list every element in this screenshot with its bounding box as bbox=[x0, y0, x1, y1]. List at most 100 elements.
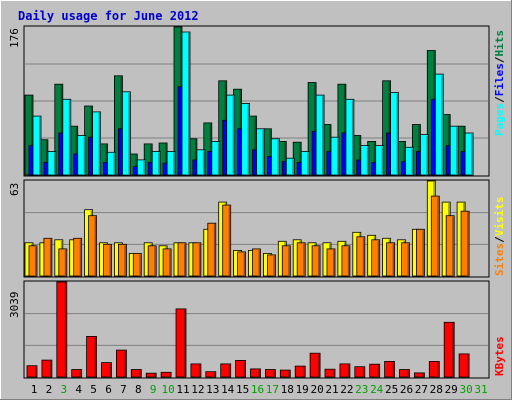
sites-bar-shadow-day-20 bbox=[318, 246, 320, 276]
kbytes-bar-shadow-day-11 bbox=[184, 309, 186, 377]
pages-bar-day-29 bbox=[449, 125, 459, 176]
hits-bar-shadow-day-8 bbox=[135, 155, 137, 175]
sites-bar-shadow-day-12 bbox=[198, 243, 201, 276]
pages-bar-shadow-day-5 bbox=[98, 112, 101, 175]
pages-bar-day-5 bbox=[92, 111, 101, 176]
pages-bar-shadow-day-1 bbox=[39, 117, 41, 175]
kbytes-bar-shadow-day-12 bbox=[198, 364, 201, 377]
kbytes-bar-shadow-day-1 bbox=[35, 366, 37, 377]
day-label-15: 15 bbox=[236, 383, 249, 396]
day-label-1: 1 bbox=[31, 383, 38, 396]
sites-bar-shadow-day-11 bbox=[184, 243, 186, 276]
sites-bar-day-3 bbox=[58, 248, 68, 277]
kbytes-bar-shadow-day-5 bbox=[94, 337, 97, 377]
kbytes-bar-day-26 bbox=[399, 369, 410, 378]
hits-bar-shadow-day-25 bbox=[388, 81, 391, 175]
sites-bar-shadow-day-23 bbox=[362, 237, 365, 276]
pages-bar-day-11 bbox=[181, 31, 191, 176]
legend-part: / bbox=[493, 236, 506, 243]
kbytes-bar-day-8 bbox=[130, 369, 142, 378]
pages-bar-day-26 bbox=[405, 146, 414, 176]
kbytes-bar-day-22 bbox=[339, 363, 351, 378]
hits-bar-shadow-day-21 bbox=[329, 125, 331, 175]
pages-bar-shadow-day-4 bbox=[83, 136, 86, 175]
sites-bar-day-27 bbox=[415, 228, 425, 277]
pages-bar-day-23 bbox=[360, 145, 370, 176]
sites-bar-day-28 bbox=[430, 195, 440, 277]
sites-bar-shadow-day-2 bbox=[49, 239, 52, 276]
pages-bar-day-13 bbox=[211, 140, 221, 176]
pages-bar-shadow-day-19 bbox=[307, 152, 309, 175]
pages-bar-day-30 bbox=[464, 132, 474, 176]
day-label-23: 23 bbox=[355, 383, 368, 396]
day-label-12: 12 bbox=[191, 383, 204, 396]
legend-part: Hits bbox=[493, 30, 506, 57]
kbytes-plot-area bbox=[23, 280, 490, 379]
sites-bar-shadow-day-18 bbox=[288, 246, 290, 276]
pages-bar-day-10 bbox=[166, 151, 176, 176]
kbytes-bar-shadow-day-28 bbox=[437, 362, 439, 377]
pages-bar-shadow-day-29 bbox=[456, 127, 458, 175]
kbytes-bar-day-13 bbox=[205, 371, 217, 378]
hits-bar-shadow-day-20 bbox=[314, 83, 316, 175]
pages-bar-day-17 bbox=[270, 138, 280, 176]
gridlines bbox=[25, 63, 488, 346]
legend-pages-files-hits: Pages/Files/Hits bbox=[493, 30, 506, 136]
sites-bar-day-4 bbox=[73, 237, 83, 277]
sites-bar-shadow-day-30 bbox=[467, 212, 469, 276]
day-label-8: 8 bbox=[135, 383, 142, 396]
day-label-14: 14 bbox=[221, 383, 235, 396]
sites-bar-day-21 bbox=[326, 248, 336, 277]
sites-bar-shadow-day-16 bbox=[258, 249, 260, 276]
sites-bar-shadow-day-25 bbox=[392, 243, 395, 276]
kbytes-bar-day-30 bbox=[458, 353, 470, 378]
sites-bar-day-23 bbox=[356, 236, 366, 277]
hits-bar-shadow-day-19 bbox=[299, 143, 301, 175]
pages-bar-shadow-day-21 bbox=[337, 138, 339, 175]
pages-bar-shadow-day-26 bbox=[411, 148, 413, 176]
hits-bar-shadow-day-26 bbox=[403, 142, 405, 175]
kbytes-bar-shadow-day-4 bbox=[79, 370, 82, 377]
hits-bar-shadow-day-7 bbox=[120, 76, 122, 175]
sites-bar-day-18 bbox=[281, 245, 291, 277]
kbytes-bar-shadow-day-26 bbox=[407, 370, 409, 377]
sites-bar-day-16 bbox=[252, 248, 261, 277]
day-label-6: 6 bbox=[105, 383, 112, 396]
kbytes-bar-day-27 bbox=[413, 372, 425, 378]
hits-bar-shadow-day-4 bbox=[75, 127, 78, 175]
hits-bar-shadow-day-10 bbox=[165, 144, 167, 175]
sites-bar-day-10 bbox=[162, 248, 172, 277]
pages-bar-day-9 bbox=[151, 151, 161, 176]
pages-bar-shadow-day-24 bbox=[381, 146, 384, 175]
kbytes-bar-shadow-day-15 bbox=[243, 361, 246, 377]
kbytes-bar-day-4 bbox=[71, 369, 83, 378]
day-label-17: 17 bbox=[266, 383, 279, 396]
pages-bar-shadow-day-18 bbox=[292, 159, 294, 175]
pages-bar-day-16 bbox=[256, 128, 265, 176]
kbytes-bar-day-12 bbox=[190, 363, 202, 378]
pages-bar-shadow-day-3 bbox=[68, 100, 71, 175]
pages-bar-shadow-day-30 bbox=[471, 134, 473, 175]
pages-bar-shadow-day-14 bbox=[232, 96, 235, 175]
day-label-22: 22 bbox=[340, 383, 353, 396]
pages-bar-day-6 bbox=[107, 151, 116, 176]
sites-bar-shadow-day-6 bbox=[109, 245, 111, 276]
kbytes-bar-day-20 bbox=[309, 352, 321, 378]
day-label-7: 7 bbox=[120, 383, 127, 396]
kbytes-bar-day-5 bbox=[86, 335, 97, 378]
sites-bar-shadow-day-29 bbox=[452, 216, 454, 276]
hits-bar-shadow-day-1 bbox=[31, 96, 33, 175]
kbytes-bar-day-23 bbox=[354, 366, 366, 378]
day-label-26: 26 bbox=[400, 383, 413, 396]
day-label-16: 16 bbox=[251, 383, 264, 396]
hits-bar-shadow-day-6 bbox=[105, 144, 107, 175]
day-label-20: 20 bbox=[310, 383, 323, 396]
sites-bar-shadow-day-27 bbox=[422, 230, 424, 276]
sites-bar-day-14 bbox=[222, 204, 232, 277]
hits-bar-shadow-day-16 bbox=[254, 117, 256, 175]
kbytes-bar-shadow-day-18 bbox=[288, 371, 290, 377]
sites-bar-day-1 bbox=[28, 245, 38, 277]
sites-bar-day-9 bbox=[147, 245, 157, 277]
sites-bar-shadow-day-9 bbox=[154, 246, 156, 276]
